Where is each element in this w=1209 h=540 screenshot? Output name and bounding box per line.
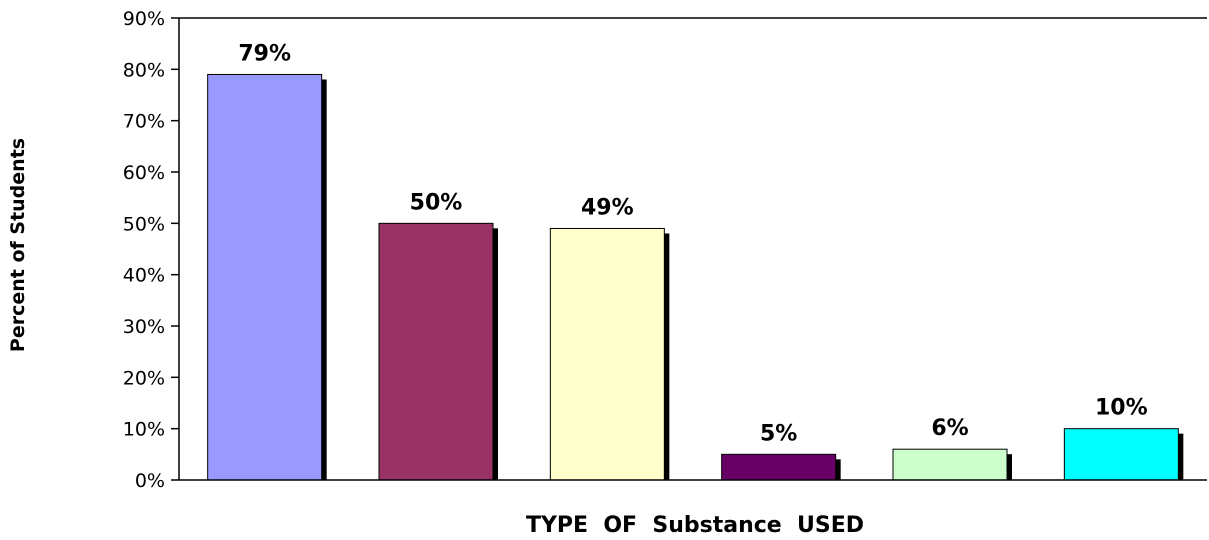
y-tick-label: 60% bbox=[123, 162, 165, 184]
bar bbox=[1063, 428, 1179, 481]
bar-value-label: 49% bbox=[581, 195, 634, 220]
bar-value-label: 5% bbox=[760, 421, 797, 446]
x-axis-title: TYPE OF Substance USED bbox=[526, 513, 864, 538]
y-axis-title: Percent of Students bbox=[7, 138, 29, 352]
y-tick-label: 50% bbox=[123, 213, 165, 235]
bar bbox=[378, 222, 494, 481]
y-tick-label: 80% bbox=[123, 59, 165, 81]
y-tick-label: 20% bbox=[123, 367, 165, 389]
y-tick-label: 30% bbox=[123, 316, 165, 338]
bar bbox=[892, 448, 1008, 481]
bar-value-label: 50% bbox=[410, 190, 463, 215]
y-tick-label: 90% bbox=[123, 8, 165, 30]
bar bbox=[549, 227, 665, 481]
y-tick-label: 0% bbox=[135, 470, 165, 492]
bar bbox=[721, 453, 837, 481]
y-tick-label: 70% bbox=[123, 111, 165, 133]
bar-value-label: 79% bbox=[238, 41, 291, 66]
data-labels: 79% 50% 49% 5% 6% 10% bbox=[238, 41, 1147, 446]
bars bbox=[207, 73, 1184, 481]
bar-value-label: 10% bbox=[1095, 396, 1148, 421]
y-tick-label: 10% bbox=[123, 419, 165, 441]
bar bbox=[207, 73, 323, 481]
y-tick-label: 40% bbox=[123, 265, 165, 287]
bar-value-label: 6% bbox=[931, 416, 968, 441]
y-axis-ticks: 0% 10% 20% 30% 40% 50% 60% 70% 80% 90% bbox=[123, 8, 179, 492]
